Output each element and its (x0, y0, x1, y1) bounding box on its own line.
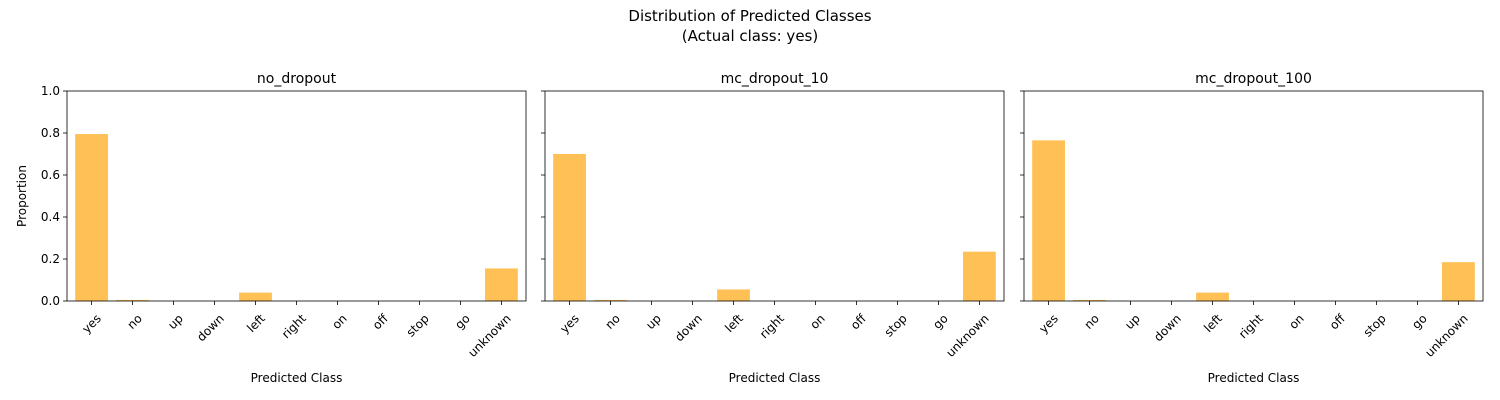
panel-title: mc_dropout_100 (1195, 71, 1312, 87)
x-axis-label: Predicted Class (251, 371, 343, 385)
x-tick-label: off (848, 311, 869, 332)
x-tick-label: down (1151, 311, 1184, 344)
x-tick-label: go (452, 311, 472, 331)
bar-no (594, 299, 627, 301)
x-tick-label: left (722, 311, 746, 335)
x-tick-label: up (1122, 311, 1143, 332)
figure-title-line1: Distribution of Predicted Classes (628, 7, 872, 25)
panel-title: mc_dropout_10 (721, 71, 829, 87)
x-tick-label: on (1286, 311, 1306, 331)
x-tick-label: stop (1361, 311, 1389, 339)
x-tick-label: yes (557, 311, 582, 336)
x-tick-label: up (165, 311, 186, 332)
x-tick-label: stop (404, 311, 432, 339)
x-axis-label: Predicted Class (729, 371, 821, 385)
x-tick-label: go (1409, 311, 1429, 331)
figure-title: Distribution of Predicted Classes (Actua… (0, 6, 1500, 46)
figure-title-line2: (Actual class: yes) (681, 27, 819, 45)
axes-frame (1023, 90, 1484, 302)
x-tick-label: unknown (943, 311, 991, 359)
panel-title: no_dropout (257, 71, 337, 87)
x-tick-label: stop (882, 311, 910, 339)
bar-yes (75, 134, 108, 301)
axes-frame (66, 90, 527, 302)
bar-left (717, 289, 750, 301)
x-tick-label: left (244, 311, 268, 335)
y-tick-label: 1.0 (41, 84, 60, 98)
x-tick-label: down (672, 311, 705, 344)
x-tick-label: right (757, 311, 787, 341)
axes-frame (544, 90, 1005, 302)
x-tick-label: yes (79, 311, 104, 336)
x-tick-label: right (279, 311, 309, 341)
x-tick-label: down (194, 311, 227, 344)
x-tick-label: no (602, 311, 622, 331)
bar-yes (1032, 140, 1065, 301)
x-tick-label: no (1081, 311, 1101, 331)
x-tick-label: no (124, 311, 144, 331)
x-tick-label: off (1327, 311, 1348, 332)
x-tick-label: go (930, 311, 950, 331)
bar-no (116, 299, 149, 301)
x-tick-label: unknown (465, 311, 513, 359)
x-tick-label: off (370, 311, 391, 332)
x-tick-label: left (1201, 311, 1225, 335)
bar-left (1196, 292, 1229, 301)
bar-left (239, 292, 272, 301)
x-tick-label: right (1236, 311, 1266, 341)
y-tick-label: 0.4 (41, 210, 60, 224)
x-tick-label: unknown (1422, 311, 1470, 359)
bar-no (1073, 299, 1106, 301)
x-tick-label: on (807, 311, 827, 331)
bar-unknown (963, 251, 996, 301)
bar-yes (553, 154, 586, 301)
y-tick-label: 0.8 (41, 126, 60, 140)
y-axis-label: Proportion (15, 165, 29, 227)
y-tick-label: 0.6 (41, 168, 60, 182)
bar-unknown (1442, 262, 1475, 301)
x-axis-label: Predicted Class (1208, 371, 1300, 385)
x-tick-label: up (643, 311, 664, 332)
bar-unknown (485, 268, 518, 301)
y-tick-label: 0.0 (41, 294, 60, 308)
y-tick-label: 0.2 (41, 252, 60, 266)
x-tick-label: yes (1036, 311, 1061, 336)
x-tick-label: on (329, 311, 349, 331)
